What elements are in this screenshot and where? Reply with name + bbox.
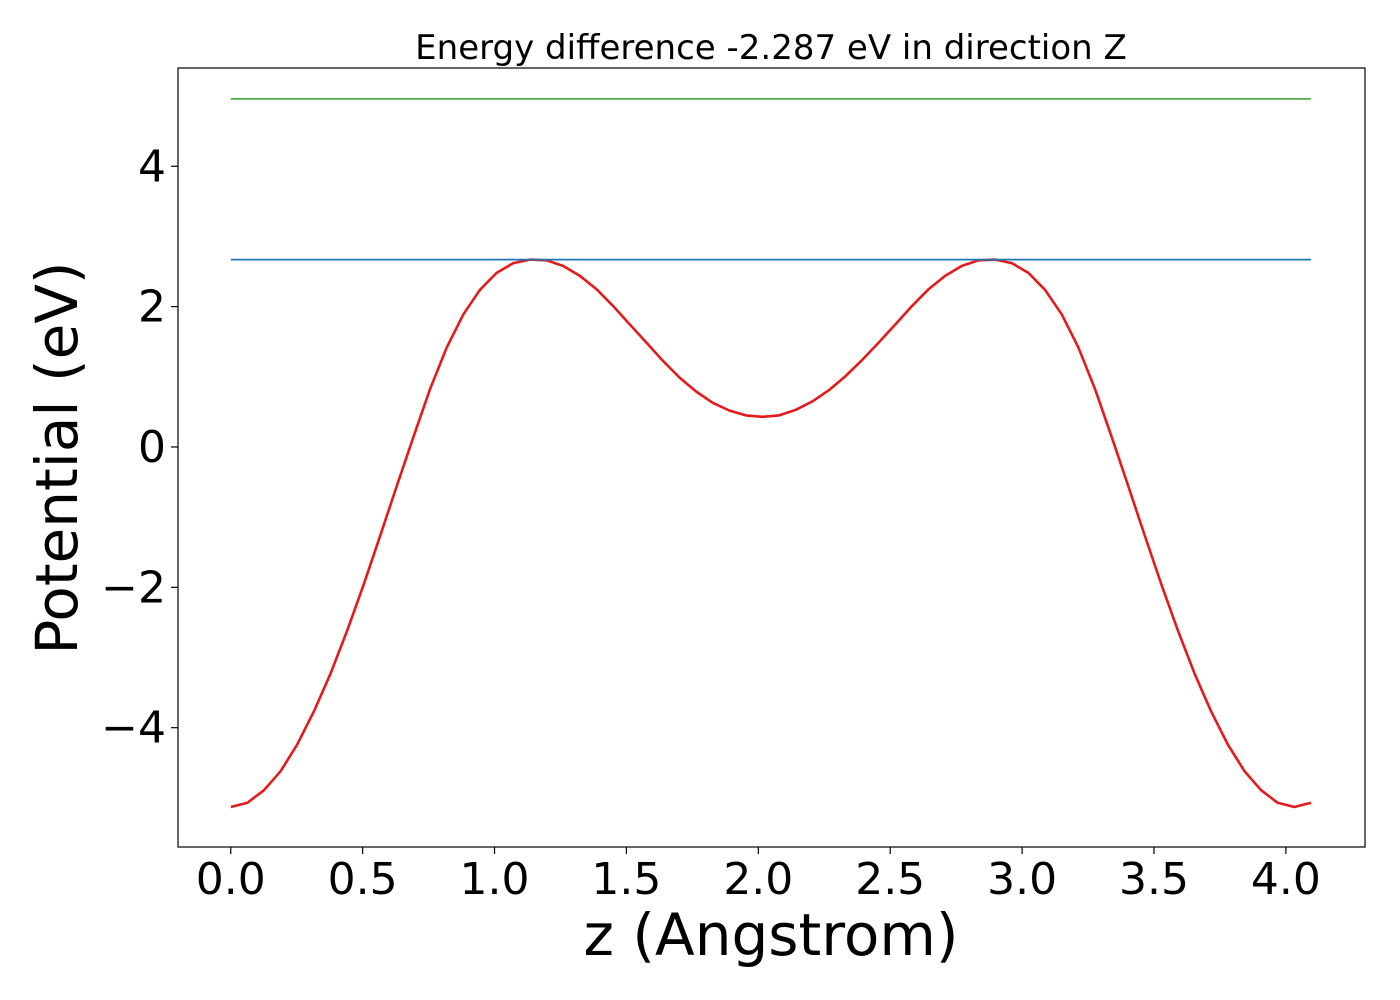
y-tick-label: 4 (138, 141, 166, 192)
y-tick-label: −4 (101, 703, 166, 754)
x-tick-label: 0.5 (328, 854, 398, 905)
x-tick-label: 1.0 (460, 854, 530, 905)
series-line-0 (230, 258, 1312, 809)
x-tick-label: 1.5 (591, 854, 661, 905)
chart-title: Energy difference -2.287 eV in direction… (415, 28, 1127, 68)
x-tick-label: 2.0 (723, 854, 793, 905)
x-tick-label: 0.0 (196, 854, 266, 905)
y-tick-label: 2 (138, 282, 166, 333)
x-axis: 0.0 0.5 1.0 1.5 2.0 2.5 3.0 3.5 4.0 (196, 847, 1321, 905)
x-axis-title: z (Angstrom) (584, 901, 959, 969)
y-axis-title: Potential (eV) (23, 261, 91, 654)
x-tick-label: 3.0 (987, 854, 1057, 905)
plot-area (177, 67, 1366, 848)
y-axis: −4 −2 0 2 4 (101, 141, 178, 754)
series-layer (230, 98, 1312, 809)
y-tick-label: −2 (101, 562, 166, 613)
y-tick-label: 0 (138, 422, 166, 473)
x-tick-label: 3.5 (1119, 854, 1189, 905)
x-tick-label: 2.5 (855, 854, 925, 905)
x-tick-label: 4.0 (1251, 854, 1321, 905)
